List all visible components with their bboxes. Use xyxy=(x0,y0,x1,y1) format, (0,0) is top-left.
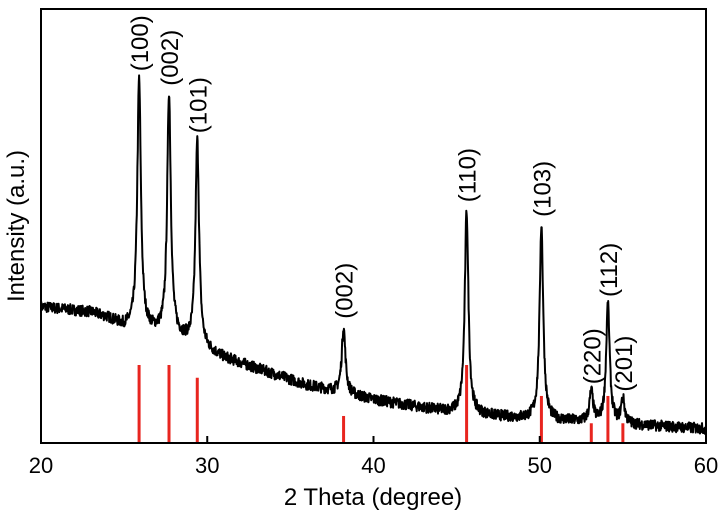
peak-label-6: (220) xyxy=(579,328,606,384)
x-tick-label-20: 20 xyxy=(29,453,53,478)
peak-label-7: (112) xyxy=(596,243,623,297)
x-axis-ticks: 20 30 40 50 60 xyxy=(29,436,718,478)
peak-label-3: (002) xyxy=(332,263,359,319)
reference-lines xyxy=(137,365,625,443)
x-tick-label-40: 40 xyxy=(361,453,385,478)
peak-label-0: (100) xyxy=(127,15,154,71)
peak-label-1: (002) xyxy=(157,30,184,86)
peak-labels: (100) (002)(101)(002)(110) (103)(220)(112)… xyxy=(127,15,638,391)
peak-label-8: (201) xyxy=(611,336,638,392)
x-tick-label-60: 60 xyxy=(694,453,718,478)
plot-area xyxy=(40,74,707,443)
xrd-pattern-line xyxy=(40,74,707,435)
y-axis-title: Intensity (a.u.) xyxy=(3,150,30,302)
peak-label-4: (110) xyxy=(455,148,482,202)
x-axis-title: 2 Theta (degree) xyxy=(284,484,462,511)
peak-label-5: (103) xyxy=(529,161,556,217)
peak-label-2: (101) xyxy=(185,77,212,133)
x-tick-label-50: 50 xyxy=(528,453,552,478)
x-tick-label-30: 30 xyxy=(195,453,219,478)
